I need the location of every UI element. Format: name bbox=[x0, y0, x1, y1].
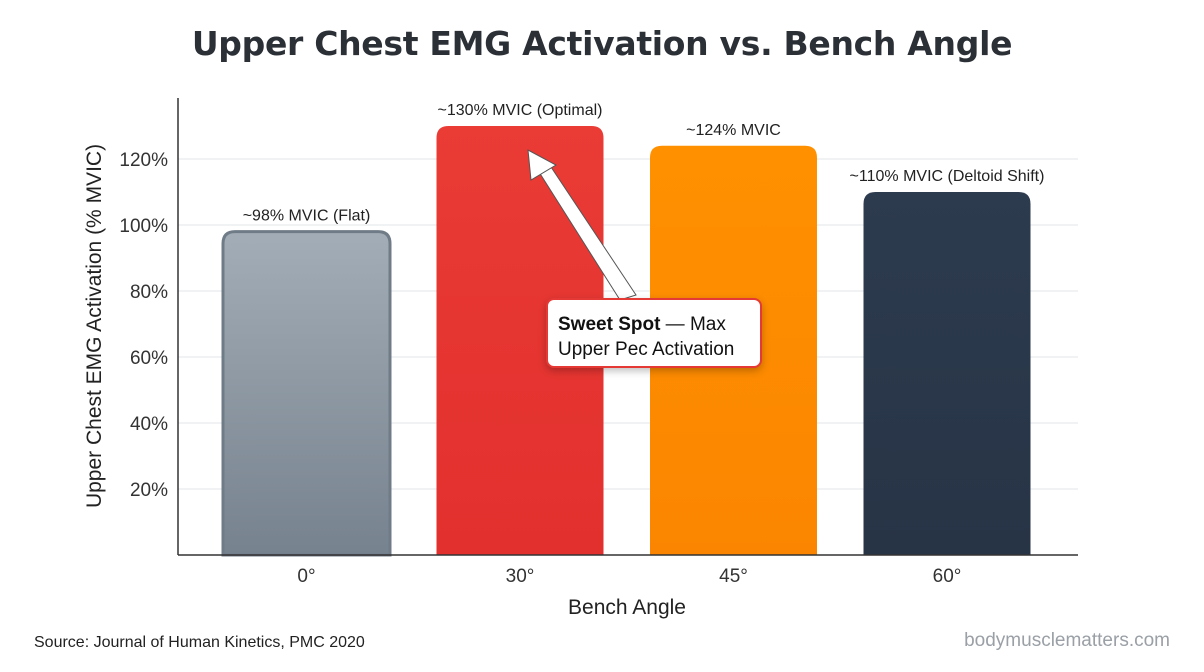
callout-text: — Max Upper Pec Activation bbox=[558, 314, 735, 360]
site-watermark: bodymusclematters.com bbox=[964, 630, 1170, 651]
axes bbox=[177, 98, 1078, 556]
y-tick-label: 120% bbox=[119, 150, 168, 171]
x-tick-label: 0° bbox=[297, 566, 315, 587]
bar bbox=[436, 126, 604, 555]
data-label: ~124% MVIC bbox=[686, 122, 781, 139]
y-tick-label: 80% bbox=[130, 282, 168, 303]
callout-bold-text: Sweet Spot bbox=[558, 314, 661, 335]
x-tick-label: 45° bbox=[719, 566, 748, 587]
bar bbox=[863, 192, 1031, 555]
bar bbox=[221, 230, 392, 557]
data-label: ~110% MVIC (Deltoid Shift) bbox=[850, 168, 1045, 185]
chart-title: Upper Chest EMG Activation vs. Bench Ang… bbox=[191, 24, 1013, 63]
y-tick-label: 100% bbox=[119, 216, 168, 237]
source-note: Source: Journal of Human Kinetics, PMC 2… bbox=[34, 634, 365, 651]
data-label: ~130% MVIC (Optimal) bbox=[438, 102, 603, 119]
annotation-arrow bbox=[527, 149, 637, 301]
y-tick-label: 40% bbox=[130, 414, 168, 435]
y-axis-title: Upper Chest EMG Activation (% MVIC) bbox=[83, 144, 106, 508]
y-tick-label: 20% bbox=[130, 480, 168, 501]
sweet-spot-callout: Sweet Spot — Max Upper Pec Activation bbox=[546, 298, 762, 368]
data-label: ~98% MVIC (Flat) bbox=[243, 208, 371, 225]
x-axis-title: Bench Angle bbox=[568, 596, 686, 619]
x-tick-label: 30° bbox=[506, 566, 535, 587]
y-tick-label: 60% bbox=[130, 348, 168, 369]
x-tick-label: 60° bbox=[933, 566, 962, 587]
